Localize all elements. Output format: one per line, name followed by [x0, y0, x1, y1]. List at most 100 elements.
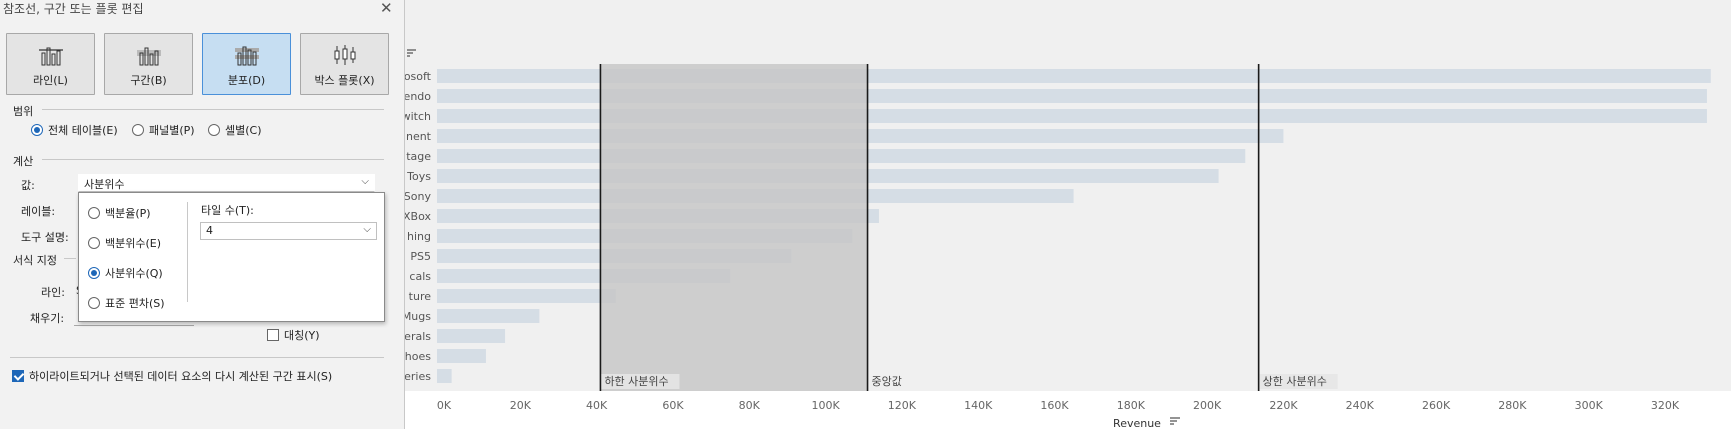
x-tick-label: 40K — [586, 399, 608, 412]
fill-select[interactable] — [74, 325, 194, 326]
type-band-label: 구간(B) — [130, 74, 167, 87]
type-line-button[interactable]: 라인(L) — [6, 33, 95, 95]
chevron-down-icon: ⌵ — [363, 224, 371, 235]
bar — [437, 329, 506, 343]
format-divider — [64, 258, 76, 259]
box-plot-icon — [334, 45, 355, 65]
method-percentile-label: 백분위수(E) — [105, 237, 162, 250]
x-axis-title: Revenue — [1113, 417, 1161, 429]
category-label: PS5 — [410, 250, 431, 263]
scope-cell-label: 셀별(C) — [225, 124, 262, 137]
radio-dot — [208, 124, 220, 136]
x-tick-label: 200K — [1193, 399, 1222, 412]
bar — [437, 369, 452, 383]
checkbox-box — [267, 329, 279, 341]
x-tick-label: 240K — [1346, 399, 1375, 412]
sort-icon — [1170, 417, 1180, 425]
format-section-label: 서식 지정 — [13, 254, 57, 267]
type-boxplot-label: 박스 플롯(X) — [314, 74, 375, 87]
checkbox-box — [12, 370, 24, 382]
sort-icon — [407, 49, 416, 57]
x-tick-label: 300K — [1575, 399, 1604, 412]
symmetric-label: 대칭(Y) — [284, 329, 320, 342]
band-label-background — [1259, 374, 1338, 389]
x-tick-label: 120K — [888, 399, 917, 412]
x-tick-label: 80K — [739, 399, 761, 412]
type-distribution-button[interactable]: 분포(D) — [202, 33, 291, 95]
value-select[interactable]: 사분위수 ⌵ — [78, 174, 375, 192]
category-label: cals — [409, 270, 431, 283]
method-quartile-radio[interactable]: 사분위수(Q) — [88, 265, 163, 281]
popup-divider — [187, 202, 188, 302]
category-label: tage — [406, 150, 431, 163]
tiles-label: 타일 수(T): — [201, 204, 254, 217]
highlight-recalc-checkbox[interactable]: 하이라이트되거나 선택된 데이터 요소의 다시 계산된 구간 표시(S) — [12, 368, 332, 384]
method-percent-radio[interactable]: 백분율(P) — [88, 205, 151, 221]
type-distribution-label: 분포(D) — [227, 74, 266, 87]
x-tick-label: 180K — [1117, 399, 1146, 412]
category-label: nent — [406, 130, 432, 143]
x-tick-label: 60K — [662, 399, 684, 412]
bar — [437, 349, 486, 363]
type-line-label: 라인(L) — [33, 74, 68, 87]
calc-divider — [42, 159, 384, 160]
label-field-label: 레이블: — [21, 205, 56, 218]
edit-reference-dialog: 참조선, 구간 또는 플롯 편집 ✕ 라인(L) 구간(B) — [0, 0, 405, 429]
scope-pane-radio[interactable]: 패널별(P) — [132, 122, 195, 138]
tooltip-field-label: 도구 설명: — [21, 231, 69, 244]
radio-dot — [88, 207, 100, 219]
distribution-chart-icon — [234, 46, 259, 66]
x-tick-label: 280K — [1498, 399, 1527, 412]
x-tick-label: 320K — [1651, 399, 1680, 412]
category-label: Sony — [404, 190, 432, 203]
category-label: witch — [402, 110, 431, 123]
x-tick-label: 260K — [1422, 399, 1451, 412]
method-stddev-radio[interactable]: 표준 편차(S) — [88, 295, 165, 311]
scope-section-label: 범위 — [13, 105, 34, 118]
scope-cell-radio[interactable]: 셀별(C) — [208, 122, 262, 138]
fill-format-label: 채우기: — [30, 312, 65, 325]
category-label: erals — [404, 330, 431, 343]
type-boxplot-button[interactable]: 박스 플롯(X) — [300, 33, 389, 95]
scope-table-radio[interactable]: 전체 테이블(E) — [31, 122, 118, 138]
scope-pane-label: 패널별(P) — [149, 124, 195, 137]
value-select-text: 사분위수 — [84, 178, 125, 191]
band-label: 중앙값 — [872, 375, 902, 388]
category-label: eries — [404, 370, 431, 383]
close-icon[interactable]: ✕ — [380, 0, 393, 17]
band-label-background — [601, 374, 680, 389]
symmetric-checkbox[interactable]: 대칭(Y) — [267, 327, 320, 343]
x-tick-label: 20K — [510, 399, 532, 412]
line-format-label: 라인: — [41, 286, 65, 299]
radio-dot — [132, 124, 144, 136]
scope-divider — [42, 109, 384, 110]
method-percentile-radio[interactable]: 백분위수(E) — [88, 235, 161, 251]
calc-section-label: 계산 — [13, 155, 34, 168]
bottom-divider — [10, 357, 384, 358]
line-chart-icon — [38, 47, 63, 66]
type-band-button[interactable]: 구간(B) — [104, 33, 193, 95]
category-label: XBox — [403, 210, 431, 223]
axis-background — [405, 391, 1731, 429]
bar — [437, 289, 616, 303]
x-tick-label: 140K — [964, 399, 993, 412]
tiles-select[interactable]: 4 ⌵ — [200, 222, 377, 240]
x-tick-label: 220K — [1269, 399, 1298, 412]
radio-dot — [88, 297, 100, 309]
radio-dot — [31, 124, 43, 136]
category-label: ture — [409, 290, 432, 303]
value-label: 값: — [21, 179, 35, 192]
band-label: 상한 사분위수 — [1263, 375, 1327, 388]
method-stddev-label: 표준 편차(S) — [105, 297, 165, 310]
method-quartile-label: 사분위수(Q) — [105, 267, 163, 280]
radio-dot — [88, 237, 100, 249]
x-tick-label: 160K — [1040, 399, 1069, 412]
dialog-title: 참조선, 구간 또는 플롯 편집 — [3, 2, 144, 16]
band-label: 하한 사분위수 — [604, 374, 668, 388]
quartile-band — [600, 64, 868, 391]
method-percent-label: 백분율(P) — [105, 207, 151, 220]
quantile-popup: 백분율(P) 백분위수(E) 사분위수(Q) 표준 편차(S) 타일 수(T):… — [78, 192, 385, 322]
chevron-down-icon: ⌵ — [361, 176, 369, 187]
